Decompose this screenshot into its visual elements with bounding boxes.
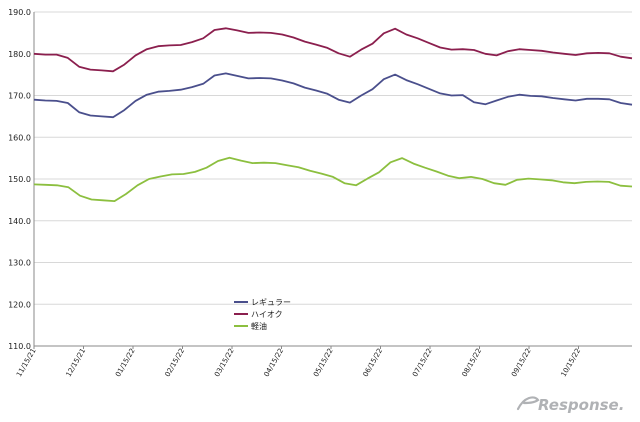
legend-label: レギュラー — [251, 298, 291, 307]
x-tick-label: 01/15/22 — [114, 347, 137, 378]
x-tick-label: 09/15/22 — [510, 347, 533, 378]
x-tick-label: 12/15/21 — [65, 347, 88, 378]
y-tick-label: 130.0 — [8, 259, 31, 268]
x-tick-label: 07/15/22 — [411, 347, 434, 378]
series-line — [33, 156, 633, 203]
y-tick-label: 160.0 — [8, 133, 31, 142]
x-tick-label: 02/15/22 — [164, 347, 187, 378]
y-axis: 190.0 180.0 170.0 160.0 150.0 140.0 130.0 120.0… — [8, 8, 35, 351]
response-logo-watermark: Response. — [516, 396, 624, 414]
swoosh-icon — [516, 396, 540, 411]
series-line — [33, 27, 633, 73]
y-tick-label: 120.0 — [8, 300, 31, 309]
x-tick-label: 03/15/22 — [213, 347, 236, 378]
y-tick-label: 180.0 — [8, 50, 31, 59]
x-tick-label: 06/15/22 — [362, 347, 385, 378]
x-tick-label: 08/15/22 — [461, 347, 484, 378]
series-line — [33, 72, 633, 119]
y-tick-label: 140.0 — [8, 217, 31, 226]
y-tick-label: 150.0 — [8, 175, 31, 184]
x-tick-label: 05/15/22 — [312, 347, 335, 378]
y-tick-label: 110.0 — [8, 342, 31, 351]
series-lines — [33, 27, 633, 203]
y-tick-label: 170.0 — [8, 92, 31, 101]
watermark-text: Response. — [538, 396, 624, 414]
legend-label: 軽油 — [251, 321, 267, 331]
x-tick-label: 10/15/22 — [560, 347, 583, 378]
x-axis: 11/15/21 12/15/21 01/15/22 02/15/22 03/15/22… — [15, 345, 632, 378]
x-tick-label: 11/15/21 — [15, 347, 38, 378]
legend-label: ハイオク — [251, 310, 283, 319]
x-tick-label: 04/15/22 — [263, 347, 286, 378]
y-tick-label: 190.0 — [8, 8, 31, 17]
